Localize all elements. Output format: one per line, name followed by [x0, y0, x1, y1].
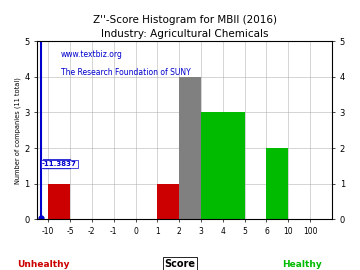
- Text: Score: Score: [165, 259, 195, 269]
- Text: Unhealthy: Unhealthy: [17, 260, 69, 269]
- Text: www.textbiz.org: www.textbiz.org: [61, 50, 123, 59]
- Title: Z''-Score Histogram for MBII (2016)
Industry: Agricultural Chemicals: Z''-Score Histogram for MBII (2016) Indu…: [93, 15, 276, 39]
- Bar: [266, 148, 288, 220]
- Text: Healthy: Healthy: [283, 260, 322, 269]
- Bar: [48, 184, 70, 220]
- Text: -11.3837: -11.3837: [42, 161, 77, 167]
- Bar: [201, 113, 245, 220]
- Bar: [179, 77, 201, 220]
- Bar: [157, 184, 179, 220]
- Text: The Research Foundation of SUNY: The Research Foundation of SUNY: [61, 68, 190, 77]
- Y-axis label: Number of companies (11 total): Number of companies (11 total): [15, 77, 22, 184]
